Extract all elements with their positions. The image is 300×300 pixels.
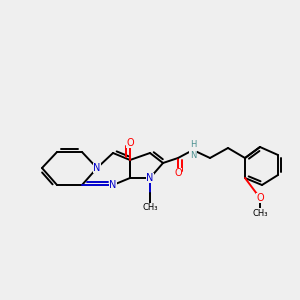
Text: CH₃: CH₃ [142, 203, 158, 212]
Text: O: O [174, 168, 182, 178]
Text: CH₃: CH₃ [252, 208, 268, 217]
Text: N: N [93, 163, 101, 173]
Text: O: O [256, 193, 264, 203]
Text: O: O [126, 138, 134, 148]
Text: N: N [146, 173, 154, 183]
Text: N: N [109, 180, 117, 190]
Text: H
N: H N [190, 140, 196, 160]
